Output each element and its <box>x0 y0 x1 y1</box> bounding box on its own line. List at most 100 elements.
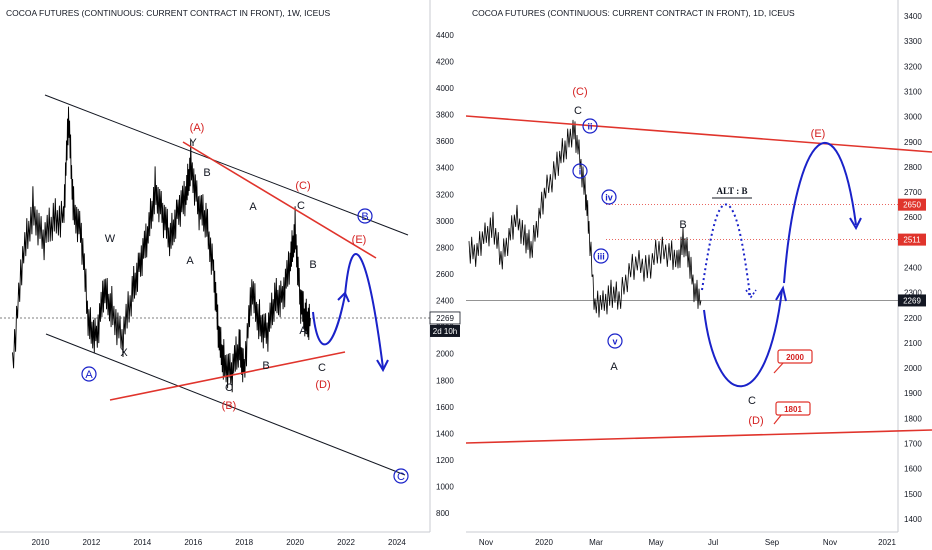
price-tick-label: 1500 <box>904 490 922 499</box>
price-tick-label: 3800 <box>436 111 454 120</box>
circled-subwave-label: iv <box>605 193 613 203</box>
weekly-price-series <box>12 106 311 393</box>
alt-projection-dotted <box>701 203 751 296</box>
circled-wave-label: B <box>361 211 368 223</box>
price-tick-label: 3400 <box>436 164 454 173</box>
price-tick-label: 3000 <box>436 217 454 226</box>
wave-label: (E) <box>811 128 826 140</box>
wave-label: (C) <box>572 86 587 98</box>
level-badge-text: 2511 <box>903 236 921 245</box>
time-tick-label: 2024 <box>388 538 406 547</box>
price-tick-label: 2000 <box>436 350 454 359</box>
price-tick-label: 2800 <box>436 243 454 252</box>
circled-subwave-label: ii <box>587 122 592 132</box>
price-tick-label: 3200 <box>904 62 922 71</box>
wave-label: B <box>262 360 269 372</box>
price-tick-label: 2000 <box>904 364 922 373</box>
wave-label: (D) <box>748 415 763 427</box>
wave-label: B <box>309 259 316 271</box>
red-triangle-upper-line <box>182 141 377 259</box>
wave-label: A <box>299 325 307 337</box>
wave-label: A <box>186 255 194 267</box>
circled-subwave-marker <box>582 118 598 134</box>
wave-label: (B) <box>222 400 237 412</box>
price-tick-label: 1600 <box>436 403 454 412</box>
circled-subwave-marker <box>607 333 623 349</box>
circled-wave-marker <box>357 208 373 224</box>
circled-subwave-marker <box>593 248 609 264</box>
wave-label: C <box>297 200 305 212</box>
projection-arrow-down <box>849 217 862 231</box>
daily-chart-svg[interactable]: 1400 1500 1600 1700 1800 1900 2000 2100 2200 2300… <box>466 0 932 550</box>
alt-projection-arrow <box>745 289 757 299</box>
red-triangle-lower-line <box>109 351 346 401</box>
price-tick-label: 2600 <box>436 270 454 279</box>
projection-wave-e <box>344 253 384 369</box>
circled-subwave-label: v <box>612 337 617 347</box>
price-tick-label: 1800 <box>904 414 922 423</box>
circled-subwave-label: i <box>579 167 582 177</box>
time-tick-label: Nov <box>479 538 493 547</box>
level-badge-text: 2650 <box>903 201 921 210</box>
price-tick-label: 3300 <box>904 37 922 46</box>
circled-subwave-label: iii <box>597 252 605 262</box>
circled-subwave-marker <box>601 189 617 205</box>
circled-wave-marker <box>81 366 97 382</box>
daily-chart-title: COCOA FUTURES (CONTINUOUS: CURRENT CONTR… <box>472 8 795 18</box>
lower-red-trendline <box>466 429 932 444</box>
wave-label: C <box>748 395 756 407</box>
wave-label: C <box>318 362 326 374</box>
time-tick-label: 2020 <box>535 538 553 547</box>
wave-label: A <box>610 361 618 373</box>
price-tick-label: 1200 <box>436 456 454 465</box>
time-tick-label: 2022 <box>337 538 355 547</box>
current-price-badge <box>898 294 926 307</box>
time-tick-label: Jul <box>708 538 718 547</box>
price-tick-label: 2300 <box>904 289 922 298</box>
callout-pointer <box>773 413 783 425</box>
level-badge <box>898 198 926 211</box>
wave-label: A <box>249 201 257 213</box>
upper-channel-line <box>44 94 409 236</box>
time-tick-label: 2021 <box>878 538 896 547</box>
level-badge <box>898 233 926 246</box>
price-tick-label: 3200 <box>436 190 454 199</box>
price-tick-label: 2200 <box>904 314 922 323</box>
price-tick-label: 3000 <box>904 113 922 122</box>
price-tick-label: 2900 <box>904 138 922 147</box>
price-tick-label: 2100 <box>904 339 922 348</box>
wave-label: (D) <box>315 379 330 391</box>
projection-arrow-up <box>775 285 787 302</box>
time-tick-label: 2018 <box>235 538 253 547</box>
circled-wave-marker <box>393 468 409 484</box>
price-tick-label: 1000 <box>436 483 454 492</box>
price-tick-label: 3600 <box>436 137 454 146</box>
time-tick-label: May <box>648 538 663 547</box>
weekly-chart-svg[interactable]: 8001000120014001600180020002200240026002… <box>0 0 466 550</box>
price-tick-label: 1400 <box>436 429 454 438</box>
countdown-badge-text: 2d 10h <box>433 327 457 336</box>
circled-wave-label: A <box>85 369 93 381</box>
wave-label: C <box>225 382 233 394</box>
circled-subwave-marker <box>572 163 588 179</box>
circled-wave-label: C <box>397 471 405 483</box>
wave-label: Y <box>189 137 197 149</box>
weekly-chart-panel[interactable]: 8001000120014001600180020002200240026002… <box>0 0 466 550</box>
current-price-badge-text: 2269 <box>903 296 921 305</box>
price-tick-label: 4200 <box>436 57 454 66</box>
projection-arrow-down <box>376 359 389 373</box>
time-tick-label: 2010 <box>32 538 50 547</box>
price-tick-label: 1800 <box>436 376 454 385</box>
price-tick-label: 800 <box>436 509 450 518</box>
callout-text: 1801 <box>784 405 802 414</box>
callout-pointer <box>773 361 785 374</box>
wave-label: (E) <box>352 234 367 246</box>
price-tick-label: 2400 <box>904 264 922 273</box>
time-tick-label: 2014 <box>133 538 151 547</box>
wave-label: C <box>574 105 582 117</box>
countdown-badge <box>430 324 460 337</box>
daily-chart-panel[interactable]: 1400 1500 1600 1700 1800 1900 2000 2100 2200 2300… <box>466 0 932 550</box>
price-tick-label: 1400 <box>904 515 922 524</box>
weekly-chart-title: COCOA FUTURES (CONTINUOUS: CURRENT CONTR… <box>6 8 331 18</box>
price-tick-label: 1600 <box>904 465 922 474</box>
